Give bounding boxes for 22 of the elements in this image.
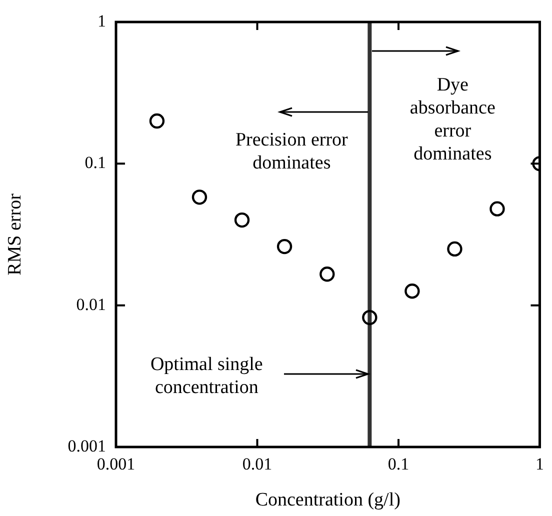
point <box>149 113 165 129</box>
point <box>362 310 378 326</box>
x-tick-label: 0.001 <box>96 454 136 474</box>
y-tick-label: 0.1 <box>84 153 106 172</box>
annotation: Precision error dominates <box>235 129 349 174</box>
x-axis-title: Concentration (g/l) <box>255 490 400 511</box>
x-tick-label: 1 <box>536 454 544 474</box>
point <box>276 238 292 254</box>
x-tick-label: 0.01 <box>242 454 272 474</box>
point <box>320 266 335 282</box>
point <box>404 284 420 299</box>
y-tick-label: 0.01 <box>76 294 106 314</box>
ref-line-label: Optimal single concentration <box>150 354 263 398</box>
y-tick-label: 1 <box>98 11 106 30</box>
point <box>490 201 505 216</box>
y-tick-label: 0.001 <box>68 436 106 456</box>
x-tick-label: 0.1 <box>388 454 410 474</box>
point <box>192 190 208 205</box>
y-axis-title: RMS error <box>4 192 26 276</box>
point <box>234 212 250 228</box>
annotation: Dye absorbance error dominates <box>410 74 496 164</box>
point <box>447 241 462 257</box>
